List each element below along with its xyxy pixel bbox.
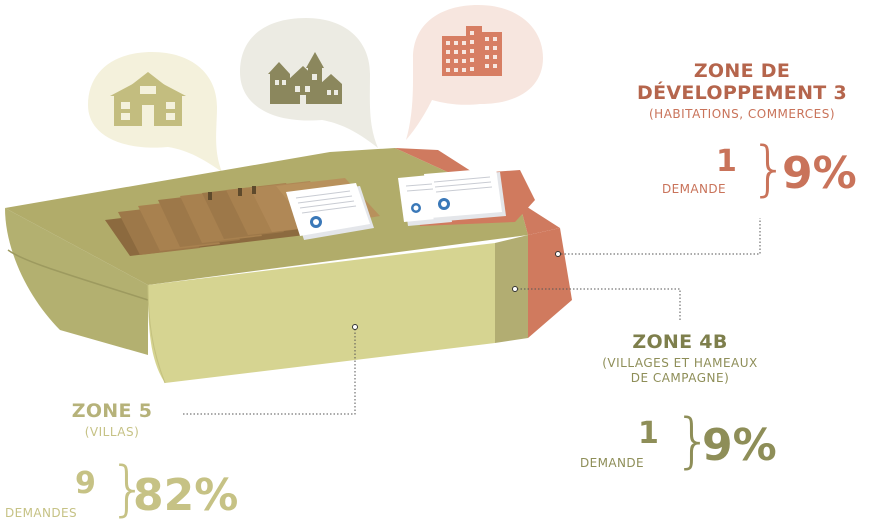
- zone4b-stat: 1 DEMANDE } 9%: [580, 406, 800, 482]
- village-houses-icon: [268, 52, 342, 104]
- zone4b-name: ZONE 4B: [632, 331, 728, 353]
- zone3-name-line1: ZONE DE: [693, 60, 791, 82]
- zone4b-subtitle-line2: DE CAMPAGNE): [630, 371, 730, 385]
- zone3-count: 1: [716, 144, 737, 179]
- zone3-documents: [398, 168, 506, 226]
- zone5-label: ZONE 5 (VILLAS): [52, 402, 172, 440]
- zone5-subtitle: (VILLAS): [84, 425, 140, 439]
- zone4b-face: [495, 235, 528, 343]
- zone5-count: 9: [75, 466, 96, 501]
- zone3-top-strip: [395, 148, 560, 235]
- zone4b-brace: }: [674, 406, 713, 476]
- tray-left-face: [5, 208, 148, 355]
- zone3-brace: }: [750, 134, 789, 204]
- zone5-count-label: DEMANDES: [5, 506, 78, 520]
- zone4b-label: ZONE 4B (VILLAGES ET HAMEAUX DE CAMPAGNE…: [560, 333, 800, 386]
- zone5-face: [148, 243, 495, 383]
- zone5-stat: 9 DEMANDES } 82%: [5, 454, 265, 528]
- zone5-leader: [183, 329, 356, 415]
- zone3-name-line2: DÉVELOPPEMENT 3: [637, 82, 847, 104]
- apartment-building-icon: [442, 26, 502, 76]
- villa-house-icon: [110, 72, 186, 126]
- zone3-percent: 9%: [782, 148, 857, 199]
- zone5-name: ZONE 5: [71, 400, 153, 422]
- tray-left-edge: [7, 249, 149, 301]
- zone5-marker: [352, 324, 358, 330]
- zone3-label: ZONE DE DÉVELOPPEMENT 3 (HABITATIONS, CO…: [612, 62, 872, 122]
- folder-tabs-icon: [105, 178, 380, 256]
- zone3-face: [528, 228, 572, 338]
- zone3-stat: 1 DEMANDE } 9%: [650, 134, 870, 212]
- zone3-marker: [555, 251, 561, 257]
- zone3-count-label: DEMANDE: [662, 182, 726, 196]
- zone4b-subtitle-line1: (VILLAGES ET HAMEAUX: [602, 356, 758, 370]
- zone3-subtitle: (HABITATIONS, COMMERCES): [648, 107, 835, 121]
- zone5-percent: 82%: [133, 470, 239, 521]
- front-face-seam: [147, 284, 166, 384]
- document-files-icon: [286, 183, 374, 240]
- zone4b-marker: [512, 286, 518, 292]
- zone4b-count: 1: [638, 416, 659, 451]
- zone5-brace: }: [109, 454, 148, 524]
- zone4b-percent: 9%: [702, 420, 777, 471]
- zone3-leader: [561, 218, 761, 255]
- zone4b-count-label: DEMANDE: [580, 456, 644, 470]
